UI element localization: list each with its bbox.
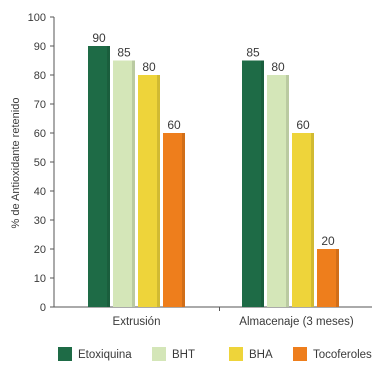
- legend-swatch: [152, 347, 166, 361]
- data-label: 20: [321, 234, 335, 248]
- y-tick-label: 100: [28, 12, 46, 24]
- legend-label: Tocoferoles: [313, 349, 372, 361]
- bar: [267, 75, 289, 307]
- bar: [292, 133, 314, 307]
- bar-shade: [286, 75, 289, 307]
- bar: [317, 249, 339, 307]
- data-label: 80: [142, 60, 156, 74]
- data-label: 60: [167, 118, 181, 132]
- y-tick-label: 90: [34, 41, 46, 53]
- legend-label: Etoxiquina: [78, 349, 132, 361]
- bar-shade: [132, 60, 135, 307]
- y-tick-label: 80: [34, 70, 46, 82]
- y-axis-title: % de Antioxidante retenido: [10, 98, 22, 229]
- bar-shade: [182, 133, 185, 307]
- y-tick-label: 60: [34, 128, 46, 140]
- y-tick-label: 70: [34, 99, 46, 111]
- bar: [163, 133, 185, 307]
- y-tick-label: 10: [34, 273, 46, 285]
- bar: [242, 60, 264, 307]
- bar-shade: [107, 46, 110, 307]
- data-label: 85: [117, 46, 131, 60]
- y-tick-label: 50: [34, 157, 46, 169]
- data-label: 85: [246, 46, 260, 60]
- y-tick-label: 0: [40, 302, 46, 314]
- data-label: 80: [271, 60, 285, 74]
- bar-shade: [336, 249, 339, 307]
- axes: 0 10 20 30 40 50 60 70 80 90 100 Extrusión Almacenaj…: [28, 12, 372, 328]
- legend-swatch: [58, 347, 72, 361]
- data-labels: 90 85 80 60 85 80 60 20: [92, 31, 335, 248]
- legend-swatch: [293, 347, 307, 361]
- x-tick-label: Almacenaje (3 meses): [239, 316, 354, 328]
- bar-shade: [311, 133, 314, 307]
- x-tick-label: Extrusión: [113, 316, 161, 328]
- y-tick-label: 20: [34, 244, 46, 256]
- legend-swatch: [229, 347, 243, 361]
- bar: [138, 75, 160, 307]
- bar: [113, 60, 135, 307]
- bar-shade: [157, 75, 160, 307]
- y-tick-label: 30: [34, 215, 46, 227]
- legend: Etoxiquina BHT BHA Tocoferoles: [58, 347, 372, 361]
- data-label: 60: [296, 118, 310, 132]
- bar: [88, 46, 110, 307]
- data-label: 90: [92, 31, 106, 45]
- bars: [88, 46, 339, 307]
- legend-label: BHT: [172, 349, 195, 361]
- legend-label: BHA: [249, 349, 273, 361]
- bar-shade: [261, 60, 264, 307]
- y-tick-label: 40: [34, 186, 46, 198]
